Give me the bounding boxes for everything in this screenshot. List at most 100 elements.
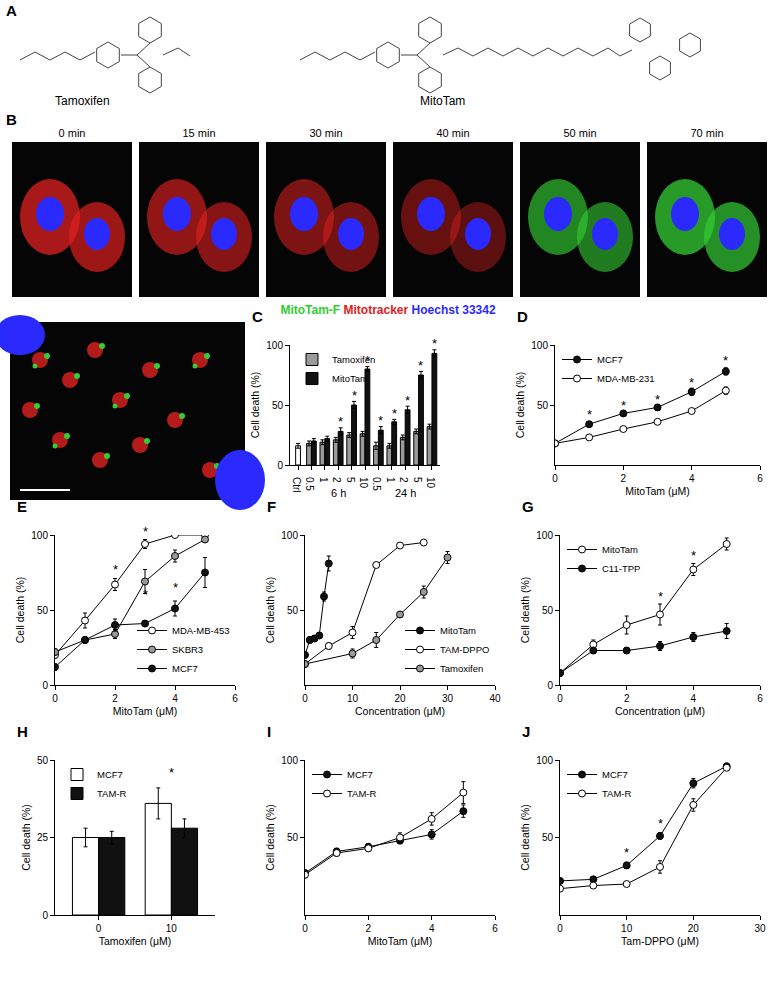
svg-text:50 min: 50 min xyxy=(563,127,596,139)
svg-text:MCF7: MCF7 xyxy=(597,354,623,365)
svg-text:100: 100 xyxy=(531,340,548,351)
svg-text:Cell death (%): Cell death (%) xyxy=(264,804,276,871)
svg-text:MCF7: MCF7 xyxy=(602,769,628,780)
svg-text:20: 20 xyxy=(688,923,700,934)
svg-text:SKBR3: SKBR3 xyxy=(172,644,203,655)
svg-text:TAM-R: TAM-R xyxy=(347,788,377,799)
svg-text:30: 30 xyxy=(754,923,766,934)
svg-text:TAM-DPPO: TAM-DPPO xyxy=(440,644,489,655)
svg-text:100: 100 xyxy=(536,755,553,766)
svg-text:A: A xyxy=(6,2,17,19)
svg-text:40 min: 40 min xyxy=(436,127,469,139)
svg-text:*: * xyxy=(173,580,178,595)
svg-text:100: 100 xyxy=(281,755,298,766)
svg-text:100: 100 xyxy=(266,340,283,351)
svg-text:24 h: 24 h xyxy=(395,487,416,499)
svg-text:C: C xyxy=(252,308,263,325)
svg-text:MitoTam: MitoTam xyxy=(440,625,476,636)
svg-text:0: 0 xyxy=(42,680,48,691)
svg-text:Cell death (%): Cell death (%) xyxy=(249,372,261,439)
svg-text:*: * xyxy=(169,765,174,780)
svg-text:MitoTam (μM): MitoTam (μM) xyxy=(368,935,432,947)
svg-text:*: * xyxy=(392,406,397,421)
svg-text:Cell death (%): Cell death (%) xyxy=(264,577,276,644)
svg-text:Cell death (%): Cell death (%) xyxy=(514,372,526,439)
svg-text:0: 0 xyxy=(557,923,563,934)
svg-text:1: 1 xyxy=(385,477,396,483)
svg-text:I: I xyxy=(267,723,271,740)
svg-text:*: * xyxy=(621,398,626,413)
svg-text:Tamoxifen (μM): Tamoxifen (μM) xyxy=(99,935,172,947)
svg-text:25: 25 xyxy=(37,832,49,843)
svg-text:0: 0 xyxy=(547,680,553,691)
svg-text:50: 50 xyxy=(287,832,299,843)
svg-text:10: 10 xyxy=(347,693,359,704)
svg-text:*: * xyxy=(624,845,629,860)
svg-text:MitoTam-F Mitotracker Hoechst: MitoTam-F Mitotracker Hoechst 33342 xyxy=(280,303,496,317)
svg-text:C11-TPP: C11-TPP xyxy=(602,563,640,574)
svg-text:*: * xyxy=(655,392,660,407)
svg-text:0.5: 0.5 xyxy=(304,477,315,491)
svg-text:50: 50 xyxy=(542,832,554,843)
svg-text:*: * xyxy=(143,587,148,602)
svg-text:Ctrl: Ctrl xyxy=(291,477,302,493)
svg-text:0: 0 xyxy=(302,923,308,934)
svg-text:MitoTam: MitoTam xyxy=(602,544,638,555)
svg-text:*: * xyxy=(587,407,592,422)
svg-text:*: * xyxy=(658,816,663,831)
svg-text:*: * xyxy=(143,524,148,539)
svg-text:TAM-R: TAM-R xyxy=(602,788,632,799)
svg-text:*: * xyxy=(432,336,437,351)
svg-text:0: 0 xyxy=(42,910,48,921)
svg-text:6: 6 xyxy=(232,693,238,704)
svg-text:10: 10 xyxy=(358,477,369,489)
svg-text:10: 10 xyxy=(425,477,436,489)
svg-text:*: * xyxy=(691,548,696,563)
svg-text:Cell death (%): Cell death (%) xyxy=(519,577,531,644)
svg-text:4: 4 xyxy=(689,473,695,484)
svg-text:*: * xyxy=(658,589,663,604)
svg-text:MitoTam (μM): MitoTam (μM) xyxy=(113,705,177,717)
svg-text:2: 2 xyxy=(366,923,372,934)
svg-text:Tam-DPPO (μM): Tam-DPPO (μM) xyxy=(621,935,699,947)
svg-text:5: 5 xyxy=(412,477,423,483)
svg-text:Cell death (%): Cell death (%) xyxy=(14,577,26,644)
svg-text:Cell death (%): Cell death (%) xyxy=(20,804,32,871)
svg-text:50: 50 xyxy=(272,400,284,411)
svg-text:MitoTam: MitoTam xyxy=(332,373,368,384)
svg-text:MDA-MB-453: MDA-MB-453 xyxy=(172,625,230,636)
svg-text:*: * xyxy=(113,562,118,577)
svg-text:6: 6 xyxy=(757,693,763,704)
svg-text:0: 0 xyxy=(557,693,563,704)
svg-text:MitoTam: MitoTam xyxy=(420,94,465,108)
svg-text:20: 20 xyxy=(394,693,406,704)
svg-text:2: 2 xyxy=(112,693,118,704)
svg-text:*: * xyxy=(689,375,694,390)
svg-text:2: 2 xyxy=(621,473,627,484)
svg-text:100: 100 xyxy=(536,530,553,541)
svg-text:Concentration (μM): Concentration (μM) xyxy=(355,705,445,717)
svg-text:G: G xyxy=(522,498,534,515)
svg-text:MCF7: MCF7 xyxy=(97,769,123,780)
svg-text:0 min: 0 min xyxy=(59,127,86,139)
svg-text:15 min: 15 min xyxy=(182,127,215,139)
svg-text:*: * xyxy=(365,353,370,368)
svg-text:100: 100 xyxy=(31,530,48,541)
svg-text:50: 50 xyxy=(37,755,49,766)
svg-text:0: 0 xyxy=(52,693,58,704)
svg-text:50: 50 xyxy=(287,605,299,616)
svg-text:H: H xyxy=(17,723,28,740)
svg-text:Tamoxifen: Tamoxifen xyxy=(440,663,483,674)
svg-text:30: 30 xyxy=(442,693,454,704)
svg-text:0: 0 xyxy=(277,460,283,471)
svg-text:1: 1 xyxy=(318,477,329,483)
svg-text:D: D xyxy=(517,308,528,325)
svg-text:F: F xyxy=(267,498,276,515)
svg-text:50: 50 xyxy=(37,605,49,616)
svg-text:4: 4 xyxy=(429,923,435,934)
svg-text:*: * xyxy=(405,393,410,408)
svg-text:0: 0 xyxy=(552,473,558,484)
svg-text:MCF7: MCF7 xyxy=(172,663,198,674)
svg-text:MitoTam (μM): MitoTam (μM) xyxy=(625,485,689,497)
svg-text:E: E xyxy=(17,498,27,515)
